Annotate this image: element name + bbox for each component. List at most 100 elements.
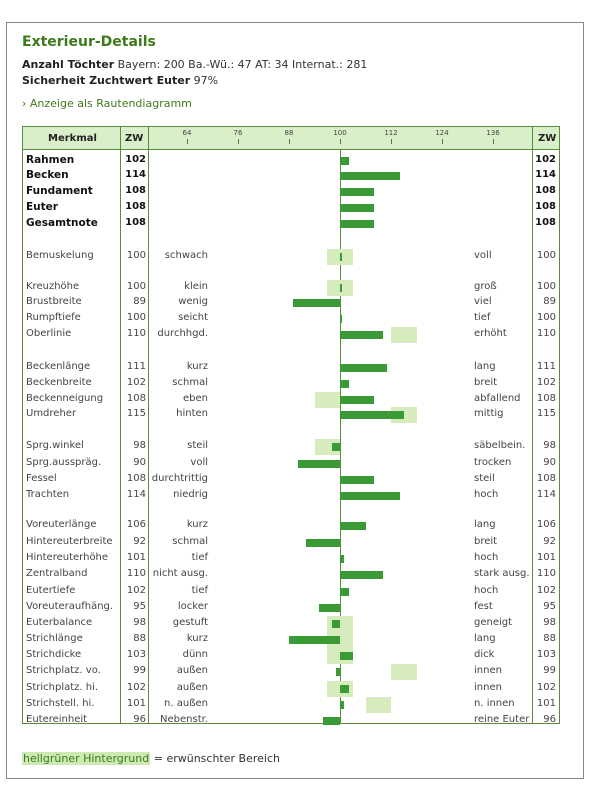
row-right-pole: hoch [474,552,499,563]
row-right-pole: mittig [474,408,504,419]
row-zw: 102 [126,377,146,388]
row-zw-right: 92 [543,536,556,547]
row-zw: 90 [133,457,146,468]
value-bar [340,204,374,212]
tick-label: 124 [435,129,449,137]
row-left-pole: schmal [172,377,208,388]
row-right-pole: hoch [474,585,499,596]
row-merkmal: Beckenneigung [26,393,104,404]
value-bar [340,701,345,709]
header-merkmal: Merkmal [48,133,97,144]
row-zw-right: 90 [543,457,556,468]
value-bar [340,220,374,228]
row-zw: 100 [126,281,146,292]
value-bar [340,172,400,180]
row-zw: 114 [126,489,146,500]
row-merkmal: Eutereinheit [26,714,88,725]
row-zw: 96 [133,714,146,725]
row-zw-right: 89 [543,296,556,307]
row-zw-right: 110 [536,328,556,339]
row-right-pole: fest [474,601,493,612]
value-bar [340,476,374,484]
row-left-pole: kurz [186,361,208,372]
row-zw: 108 [126,473,146,484]
row-right-pole: geneigt [474,617,513,628]
value-bar [340,555,345,563]
row-right-pole: trocken [474,457,512,468]
row-merkmal: Fundament [26,185,93,197]
value-bar [340,188,374,196]
row-left-pole: schmal [172,536,208,547]
column-divider [532,127,533,723]
row-left-pole: durchtrittig [151,473,208,484]
row-left-pole: hinten [176,408,208,419]
value-bar [318,604,340,612]
row-merkmal: Beckenbreite [26,377,92,388]
value-bar [340,685,349,693]
tick-label: 136 [486,129,500,137]
row-zw: 103 [126,649,146,660]
rautendiagramm-link[interactable]: › Anzeige als Rautendiagramm [22,97,192,110]
sicherheit-info: Sicherheit Zuchtwert Euter 97% [22,74,218,87]
row-left-pole: eben [183,393,208,404]
tick-label: 76 [233,129,243,137]
row-zw: 99 [133,665,146,676]
tick-mark [187,139,188,144]
row-zw: 115 [126,408,146,419]
value-bar [340,284,342,292]
row-zw-right: 98 [543,440,556,451]
value-bar [340,364,387,372]
table-header [23,127,559,149]
row-merkmal: Bemuskelung [26,250,94,261]
row-merkmal: Becken [26,169,69,181]
row-left-pole: klein [184,281,208,292]
row-zw: 89 [133,296,146,307]
desired-range [391,664,417,680]
row-zw-right: 103 [536,649,556,660]
row-zw-right: 102 [536,585,556,596]
value-bar [331,620,340,628]
row-zw-right: 99 [543,665,556,676]
value-bar [306,539,340,547]
row-merkmal: Euter [26,201,58,213]
section-title: Exterieur-Details [22,34,156,50]
row-zw: 100 [126,312,146,323]
row-left-pole: voll [190,457,208,468]
row-zw: 102 [125,154,146,165]
desired-range [391,327,417,343]
value-bar [289,636,340,644]
row-merkmal: Voreuterlänge [26,519,97,530]
value-bar [340,315,342,323]
row-left-pole: wenig [178,296,208,307]
row-merkmal: Strichstell. hi. [26,698,95,709]
column-divider [148,127,149,723]
row-merkmal: Sprg.winkel [26,440,84,451]
row-zw-right: 115 [536,408,556,419]
row-left-pole: kurz [186,633,208,644]
row-zw: 108 [125,185,146,196]
row-merkmal: Voreuteraufhäng. [26,601,114,612]
desired-range [314,392,340,408]
row-left-pole: Nebenstr. [160,714,208,725]
row-zw-right: 110 [536,568,556,579]
row-merkmal: Strichdicke [26,649,82,660]
row-merkmal: Strichplatz. hi. [26,682,99,693]
row-zw-right: 101 [536,698,556,709]
sicherheit-label: Sicherheit Zuchtwert Euter [22,74,191,87]
row-right-pole: säbelbein. [474,440,526,451]
value-bar [340,492,400,500]
row-zw-right: 108 [535,217,556,228]
row-zw: 102 [126,682,146,693]
toechter-info: Anzahl Töchter Bayern: 200 Ba.-Wü.: 47 A… [22,58,367,71]
row-left-pole: tief [191,585,208,596]
row-zw: 98 [133,440,146,451]
row-zw: 114 [125,169,146,180]
row-zw: 108 [125,201,146,212]
row-zw-right: 114 [536,489,556,500]
tick-mark [238,139,239,144]
row-left-pole: steil [187,440,208,451]
row-zw-right: 108 [535,185,556,196]
legend-highlight: hellgrüner Hintergrund [22,752,151,765]
desired-range [365,697,391,713]
row-zw-right: 108 [536,393,556,404]
